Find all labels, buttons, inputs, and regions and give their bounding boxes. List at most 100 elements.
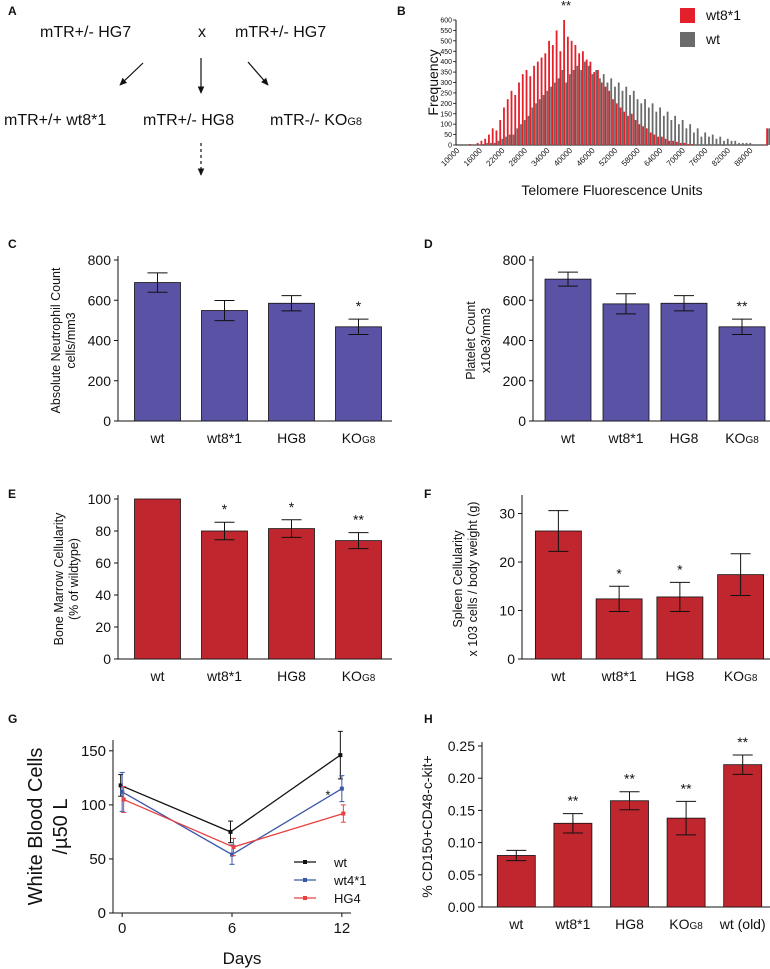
histogram-bar-wt xyxy=(704,132,707,145)
legend-swatch xyxy=(680,8,695,23)
histogram-bar-wt8*1 xyxy=(495,130,498,145)
y-axis-label: % CD150+CD48-c-kit+ xyxy=(419,755,435,897)
histogram-bar-wt xyxy=(584,61,586,145)
y-tick-label: 150 xyxy=(81,743,106,760)
x-tick-label-main: wt xyxy=(560,430,575,446)
histogram-bar-wt8*1 xyxy=(491,128,494,145)
y-tick-label: 0.05 xyxy=(448,867,475,883)
y-tick-label: 40 xyxy=(95,587,111,603)
significance-marker: ** xyxy=(737,734,748,750)
x-tick-label-sub: G8 xyxy=(362,673,376,684)
y-tick-label: 30 xyxy=(499,506,515,522)
x-tick-label: 82000 xyxy=(710,146,732,168)
x-tick-label-main: HG8 xyxy=(615,916,644,932)
significance-marker: * xyxy=(289,499,295,515)
histogram-bar-wt xyxy=(711,134,714,145)
x-tick-label: HG8 xyxy=(277,430,306,446)
chart-f: 0 10 20 30 Spleen Cellularity x 103 cells / b… xyxy=(451,495,770,684)
histogram-bar-wt8*1 xyxy=(525,70,528,145)
x-tick-label: wt xyxy=(550,668,565,684)
chart-c: 0 200 400 600 800 Absolute Neutrophil Count ce… xyxy=(49,252,392,446)
histogram-bar-wt xyxy=(685,128,688,145)
series-point-wt xyxy=(338,753,343,758)
histogram-bar-wt8*1 xyxy=(664,138,667,145)
x-tick-label: 40000 xyxy=(552,146,574,168)
bar xyxy=(201,530,248,660)
x-axis-label: Telomere Fluorescence Units xyxy=(521,182,702,198)
cross-child-left: mTR+/+ wt8*1 xyxy=(4,112,107,129)
panel-label-f: F xyxy=(424,487,432,501)
histogram-bar-wt xyxy=(644,99,646,145)
histogram-bar-wt xyxy=(741,142,744,145)
histogram-bar-wt xyxy=(662,115,665,145)
panel-label-h: H xyxy=(424,712,433,726)
y-tick-label: 800 xyxy=(88,252,112,268)
x-tick-label: HG8 xyxy=(670,430,699,446)
y-axis-label: Absolute Neutrophil Count xyxy=(49,267,63,413)
panel-label-e: E xyxy=(8,487,17,501)
arrow-left xyxy=(119,62,144,86)
y-tick-label: 100 xyxy=(440,122,452,129)
arrow-right xyxy=(247,61,269,86)
histogram-bar-wt xyxy=(565,82,568,145)
y-tick-label: 80 xyxy=(95,523,111,539)
histogram-bar-wt8*1 xyxy=(566,36,569,145)
bar xyxy=(723,764,763,908)
y-tick-label: 450 xyxy=(440,49,452,56)
histogram-bar-wt xyxy=(602,74,605,145)
series-line-wt xyxy=(120,754,341,833)
legend-label: wt xyxy=(333,855,347,870)
significance-marker: ** xyxy=(624,771,635,787)
series-point-wt4*1 xyxy=(230,852,234,857)
histogram-bar-wt xyxy=(486,142,489,145)
panel-label-c: C xyxy=(8,237,17,251)
histogram-bar-wt8*1 xyxy=(608,90,611,145)
histogram-bar-wt xyxy=(595,70,598,145)
significance-marker: ** xyxy=(353,512,364,528)
x-tick-label-main: wt8*1 xyxy=(554,916,590,932)
histogram-bar-wt xyxy=(734,140,737,145)
histogram-bar-wt8*1 xyxy=(484,138,487,145)
x-tick-label: 28000 xyxy=(507,146,529,168)
y-tick-label: 0 xyxy=(103,413,111,429)
histogram-bar-wt8*1 xyxy=(574,45,577,145)
bar xyxy=(268,302,315,422)
y-tick-label: 20 xyxy=(499,554,515,570)
bar xyxy=(544,278,592,422)
histogram-bar-wt8*1 xyxy=(521,74,524,145)
x-tick-label: wt xyxy=(508,916,523,932)
histogram-bar-wt xyxy=(523,120,526,145)
cross-parent-left: mTR+/- HG7 xyxy=(40,24,132,41)
panel-label-a: A xyxy=(8,4,17,18)
y-tick-label: 550 xyxy=(440,28,452,35)
histogram-bar-wt8*1 xyxy=(533,65,535,145)
legend-marker xyxy=(303,896,307,900)
x-tick-label: 70000 xyxy=(665,146,687,168)
histogram-bar-wt xyxy=(670,120,673,145)
histogram-bar-wt8*1 xyxy=(551,45,554,145)
significance-marker: ** xyxy=(567,793,578,809)
x-tick-label: wt (old) xyxy=(719,916,766,932)
histogram-bar-wt xyxy=(745,142,748,145)
histogram-bar-wt8*1 xyxy=(593,72,596,145)
histogram-bar-wt xyxy=(651,103,654,145)
x-tick-label-main: wt xyxy=(508,916,523,932)
y-tick-label: 200 xyxy=(503,373,527,389)
x-tick-label: 64000 xyxy=(642,146,664,168)
y-tick-label: 0 xyxy=(448,143,452,150)
histogram-bar-wt xyxy=(708,136,710,145)
y-axis-label-2: /µ50 L xyxy=(50,798,72,854)
bar xyxy=(602,303,650,422)
y-tick-label: 50 xyxy=(89,851,106,868)
y-tick-label: 100 xyxy=(88,491,112,507)
bar xyxy=(496,855,536,908)
y-tick-label: 500 xyxy=(440,38,452,45)
legend-label: HG4 xyxy=(334,891,361,906)
histogram-bar-wt xyxy=(535,103,537,145)
legend-label: wt xyxy=(705,31,720,47)
x-tick-label-main: KO xyxy=(725,430,745,446)
histogram-bar-wt xyxy=(516,128,519,145)
x-tick-label-main: HG8 xyxy=(665,668,694,684)
series-point-wt4*1 xyxy=(339,786,344,791)
